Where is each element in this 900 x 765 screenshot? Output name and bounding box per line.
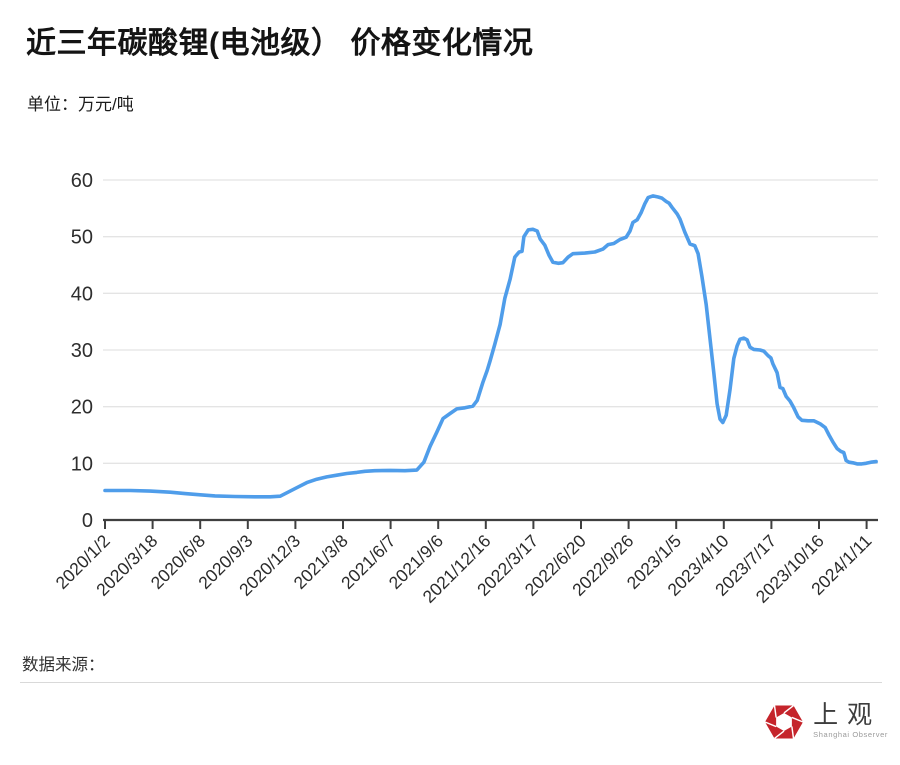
- price-series-line: [103, 194, 878, 499]
- y-axis-tick-label: 10: [71, 453, 93, 475]
- footer-divider: [20, 682, 882, 683]
- y-axis-tick-label: 20: [71, 397, 93, 419]
- y-axis-tick-label: 60: [71, 170, 93, 192]
- logo-name: 上观: [813, 700, 882, 729]
- page-title: 近三年碳酸锂(电池级） 价格变化情况: [26, 27, 534, 60]
- shanghai-observer-logo: 上观 Shanghai Observer: [765, 701, 888, 743]
- y-axis-tick-label: 30: [71, 340, 93, 362]
- data-source-label: 数据来源：: [22, 656, 105, 674]
- unit-label: 单位：万元/吨: [27, 95, 134, 114]
- y-axis-tick-label: 50: [71, 227, 93, 249]
- logo-subname: Shanghai Observer: [813, 730, 888, 739]
- logo-text: 上观 Shanghai Observer: [813, 701, 888, 739]
- aperture-hexagon-icon: [765, 704, 804, 740]
- y-axis-tick-label: 40: [71, 283, 93, 305]
- y-axis-tick-label: 0: [82, 510, 93, 532]
